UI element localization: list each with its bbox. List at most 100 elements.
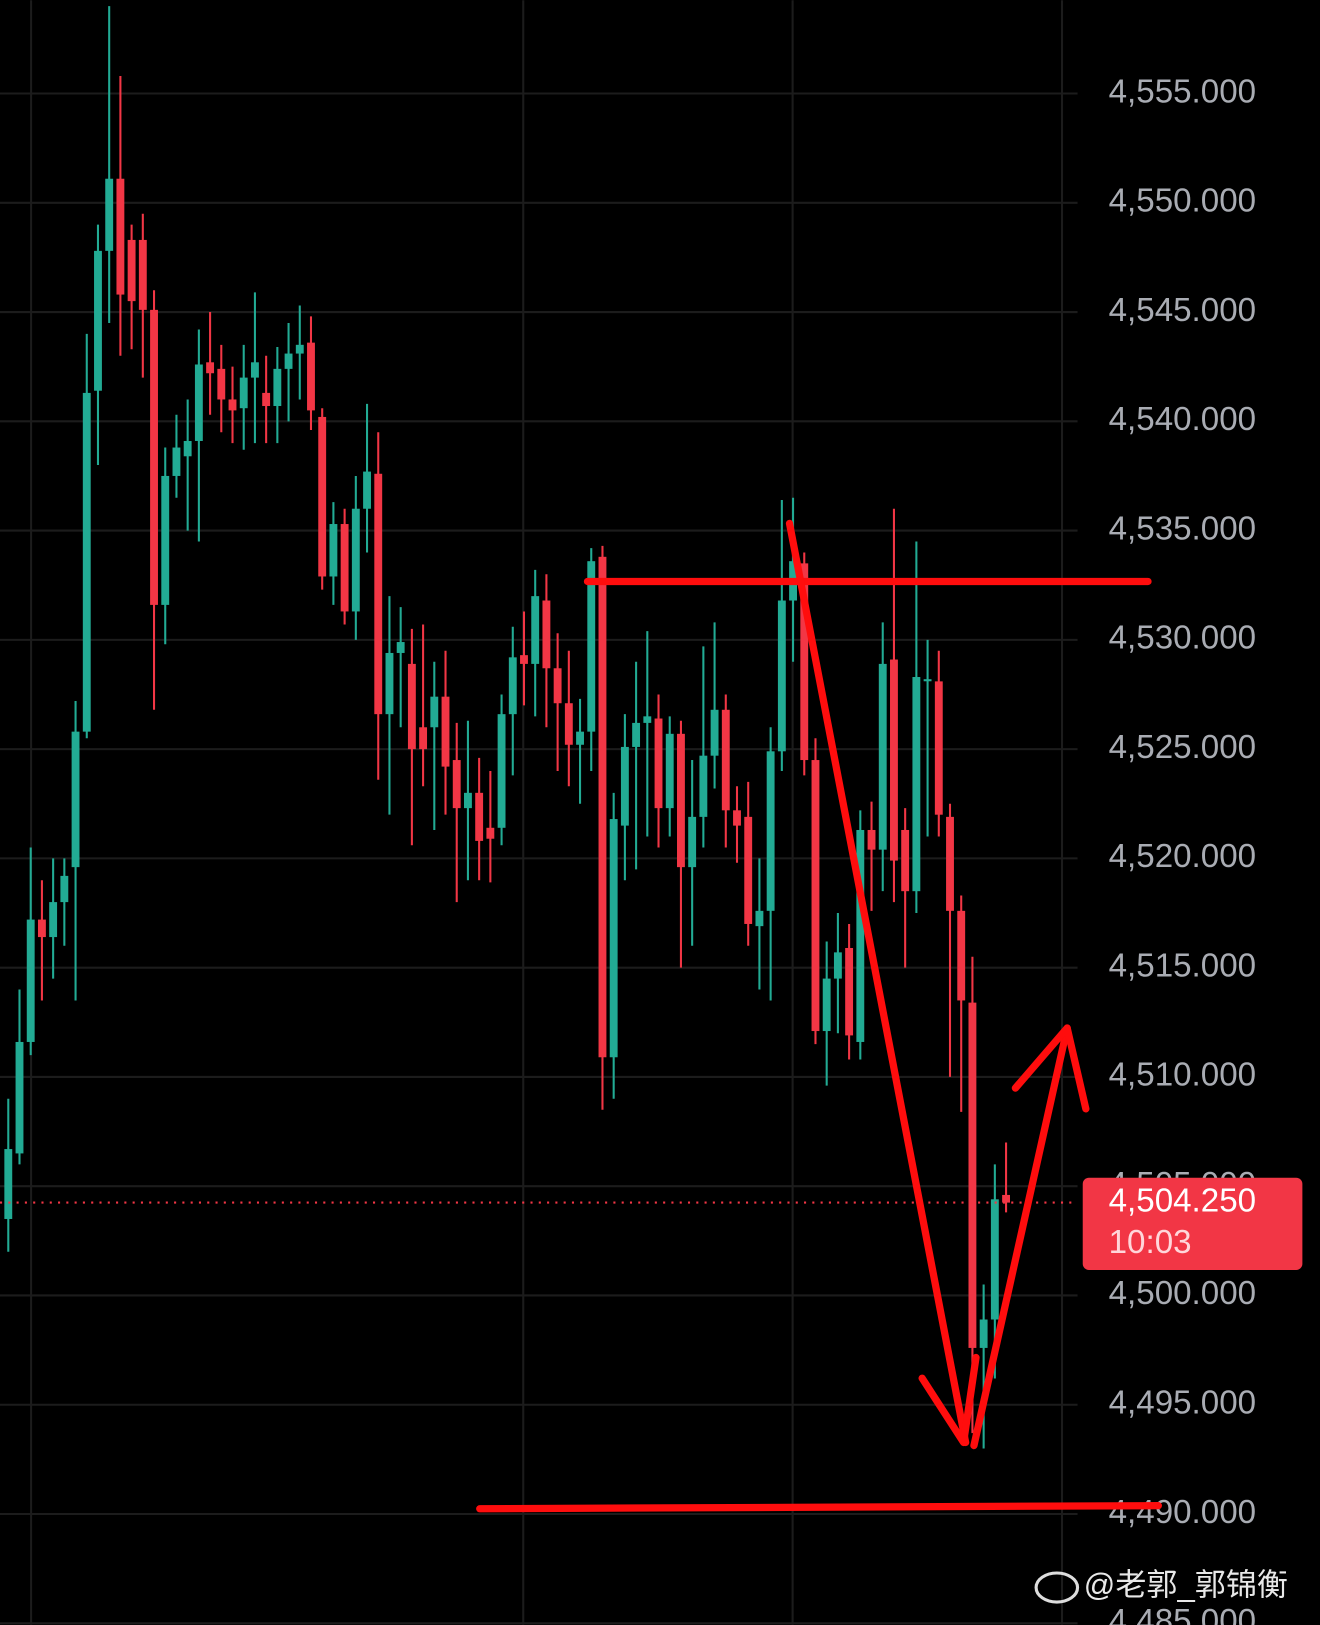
y-tick-label: 4,515.000 [1109, 947, 1256, 984]
candle-body [82, 392, 91, 732]
candle-body [845, 947, 854, 1036]
candle-body [452, 760, 461, 809]
candles [4, 6, 1010, 1449]
candle-body [564, 703, 573, 745]
candle-body [441, 696, 450, 767]
candle-body [531, 596, 540, 664]
candle-body [396, 642, 405, 653]
countdown: 10:03 [1109, 1224, 1192, 1261]
candle-body [766, 751, 775, 911]
y-tick-label: 4,540.000 [1109, 401, 1256, 438]
candle-body [576, 731, 584, 745]
candle-body [430, 696, 439, 728]
candle-body [598, 556, 607, 1058]
candle-body [194, 364, 203, 441]
candle-body [262, 392, 271, 407]
candle-body [138, 239, 147, 310]
y-tick-label: 4,485.000 [1109, 1603, 1256, 1625]
candle-body [520, 655, 528, 664]
candle-body [901, 829, 910, 892]
candle-body [60, 875, 69, 903]
candle-body [250, 362, 259, 378]
candle-body [329, 524, 338, 577]
candle-body [654, 718, 663, 809]
candle-body [4, 1149, 13, 1219]
candle-body [833, 952, 842, 979]
last-price-box [1082, 1177, 1303, 1270]
candle-body [811, 760, 820, 1032]
y-tick-label: 4,490.000 [1109, 1494, 1256, 1531]
candle-body [206, 362, 215, 374]
candle-body [150, 309, 158, 605]
candle-body [475, 792, 484, 841]
candle-body [710, 709, 719, 756]
candle-body [486, 827, 495, 839]
candle-body [26, 919, 35, 1042]
candle-body [934, 681, 943, 815]
candle-body [542, 600, 551, 669]
candle-body [587, 561, 596, 732]
time-grid [30, 0, 1064, 1625]
candle-body [419, 727, 428, 750]
candle-body [37, 919, 46, 938]
y-tick-label: 4,535.000 [1109, 510, 1256, 547]
candle-body [407, 663, 416, 750]
candle-body [127, 239, 136, 302]
y-tick-label: 4,525.000 [1109, 729, 1256, 766]
candle-body [643, 716, 652, 723]
candle-body [161, 475, 170, 605]
y-tick-label: 4,555.000 [1109, 73, 1256, 110]
candle-body [946, 816, 954, 911]
candle-body [688, 816, 697, 868]
candle-body [699, 755, 708, 817]
candle-body [217, 368, 226, 400]
candle-body [49, 902, 58, 938]
candle-body [990, 1199, 999, 1320]
y-tick-label: 4,550.000 [1109, 183, 1256, 220]
y-tick-label: 4,545.000 [1109, 292, 1256, 329]
watermark-icon [1034, 1571, 1080, 1604]
candle-body [800, 563, 809, 761]
y-tick-label: 4,530.000 [1109, 620, 1256, 657]
y-tick-label: 4,520.000 [1109, 838, 1256, 875]
candle-body [284, 353, 293, 369]
candle-body [609, 819, 618, 1058]
candle-body [867, 829, 876, 850]
candle-body [721, 709, 730, 811]
candle-body [733, 810, 741, 826]
candle-body [273, 368, 282, 407]
y-axis: 4,485.000 4,490.000 4,495.000 4,500.000 4,50… [1109, 73, 1256, 1625]
candle-body [307, 342, 315, 411]
candle-body [15, 1041, 24, 1154]
y-tick-label: 4,500.000 [1109, 1275, 1256, 1312]
candle-body [497, 714, 506, 828]
candle-body [116, 178, 125, 295]
candle-body [295, 344, 304, 354]
candle-body [239, 377, 248, 409]
candle-body [172, 447, 181, 476]
candle-body [228, 399, 237, 411]
candle-body [340, 524, 349, 612]
candle-body [822, 978, 831, 1032]
last-price: 4,504.250 10:03 [0, 1177, 1303, 1270]
candle-body [351, 508, 360, 612]
candle-body [856, 829, 865, 1042]
candle-body [318, 416, 327, 577]
candle-body [632, 722, 641, 747]
annotations [476, 519, 1162, 1513]
down-arrow [785, 519, 970, 1447]
candle-body [744, 816, 753, 924]
candle-body [957, 910, 966, 1001]
candle-body [553, 668, 562, 704]
candle-body [620, 746, 629, 826]
candle-body [890, 659, 898, 861]
y-tick-label: 4,495.000 [1109, 1384, 1256, 1421]
last-price-label: 4,504.250 [1109, 1182, 1256, 1219]
candle-body [385, 652, 394, 715]
y-tick-label: 4,510.000 [1109, 1057, 1256, 1094]
candle-body [508, 657, 517, 715]
candle-body [777, 600, 786, 752]
candle-body [923, 679, 932, 682]
